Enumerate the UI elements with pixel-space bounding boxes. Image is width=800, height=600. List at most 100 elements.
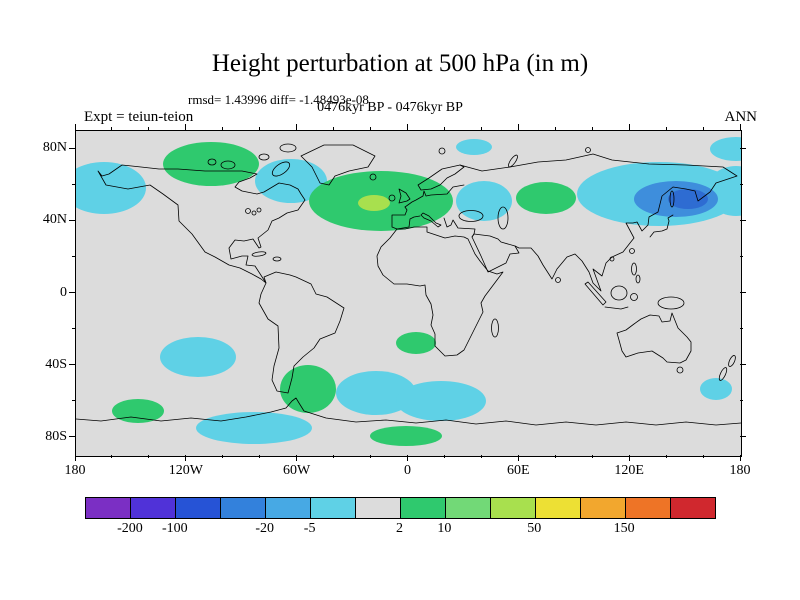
lat-tick-label: 40S [45,356,67,372]
map-plot: 180 120W 60W 0 60E 120E 180 80N 40N 0 40S 80S [43,124,751,478]
new-guinea-coastline [657,296,685,310]
lat-tick-label: 40N [42,212,67,228]
plot-title: Height perturbation at 500 hPa (in m) [211,50,589,77]
lon-tick-label: 120E [614,463,644,478]
colorbar-label: -100 [162,521,188,536]
lon-tick-label: 60W [283,463,311,478]
lon-tick-label: 180 [729,463,751,478]
italy-coastline [420,212,442,228]
lat-tick-label: 80S [45,428,67,444]
colorbar-segment [490,498,535,518]
new-zealand-north-coastline [728,355,736,367]
anomaly-region [336,371,416,415]
antarctica-coastline [76,397,741,426]
season-label: ANN [724,109,758,125]
arabia-coastline [471,233,520,273]
colorbar-segment [445,498,490,518]
anomaly-region [396,332,436,354]
colorbar-segment [580,498,625,518]
svalbard-coastline [438,147,446,155]
colorbar-label: 2 [396,521,403,536]
colorbar-segment [670,498,715,518]
tasmania-coastline [676,366,684,374]
colorbar-segment [86,498,130,518]
great-lakes-outline [256,207,262,213]
cuba-coastline [251,251,267,257]
caspian-sea-outline [497,206,509,230]
balkans-turkey-coastline [443,217,476,238]
colorbar-label: -5 [303,521,316,536]
africa-coastline [376,226,504,357]
map-frame [75,130,742,457]
period-line: 0476kyr BP - 0476kyr BP [317,100,463,115]
colorbar [85,497,716,519]
sumatra-coastline [584,281,607,306]
scandinavia-coastline [417,164,465,191]
anomaly-region [710,137,741,161]
colorbar-segment [130,498,175,518]
colorbar-label: -20 [255,521,275,536]
asia-coastline [459,153,738,292]
ellesmere-island-coastline [279,143,297,153]
sakhalin-coastline [669,190,675,208]
banks-island-coastline [207,158,217,166]
anomaly-region [370,426,442,446]
borneo-coastline [610,285,628,301]
anomaly-region [456,139,492,155]
anomaly-region [516,182,576,214]
australia-coastline [616,312,692,364]
lon-tick-label: 180 [64,463,86,478]
anomaly-region [396,381,486,421]
philippines-coastline [631,262,637,276]
anomaly-region [112,399,164,423]
greenland-coastline [300,144,376,186]
lon-tick-label: 60E [507,463,530,478]
java-coastline [604,306,629,310]
taiwan-coastline [629,248,635,254]
hainan-coastline [609,256,615,262]
north-america-coastline [97,164,306,284]
colorbar-segment [535,498,580,518]
japan-coastline [649,214,674,238]
anomaly-region [196,412,312,444]
colorbar-segment [265,498,310,518]
coastlines [76,143,741,426]
black-sea-outline [458,210,484,222]
anomaly-region [700,378,732,400]
colorbar-label: 150 [613,521,635,536]
baffin-island-coastline [271,161,291,177]
lon-tick-label: 0 [404,463,411,478]
colorbar-segment [310,498,355,518]
colorbar-segment [625,498,670,518]
anomaly-region [358,195,390,211]
sri-lanka-coastline [555,277,561,283]
west-europe-coastline [391,206,421,230]
world-map-svg [76,137,741,446]
devon-island-coastline [258,153,270,161]
victoria-island-coastline [220,160,236,170]
anomaly-region [456,181,512,221]
anomaly-regions [76,137,741,446]
sulawesi-coastline [630,293,638,301]
anomaly-region [163,142,259,186]
iceland-coastline [369,173,377,181]
anomaly-region [668,189,708,209]
anomaly-region [160,337,236,377]
colorbar-labels: -200 -100 -20 -5 2 10 50 150 [85,521,714,539]
madagascar-coastline [491,318,499,338]
lat-tick-label: 80N [42,140,67,156]
lat-tick-label: 0 [60,284,67,300]
great-lakes-outline [251,210,257,216]
colorbar-label: 50 [527,521,542,536]
experiment-label: Expt = teiun-teion [84,109,194,125]
colorbar-segment [175,498,220,518]
colorbar-label: 10 [437,521,452,536]
great-lakes-outline [245,208,251,214]
philippines-south-coastline [635,274,641,284]
ireland-coastline [388,194,396,202]
new-zealand-south-coastline [718,367,728,381]
north-europe-coastline [404,184,465,208]
anomaly-region [280,365,336,413]
novaya-zemlya-coastline [508,154,518,168]
